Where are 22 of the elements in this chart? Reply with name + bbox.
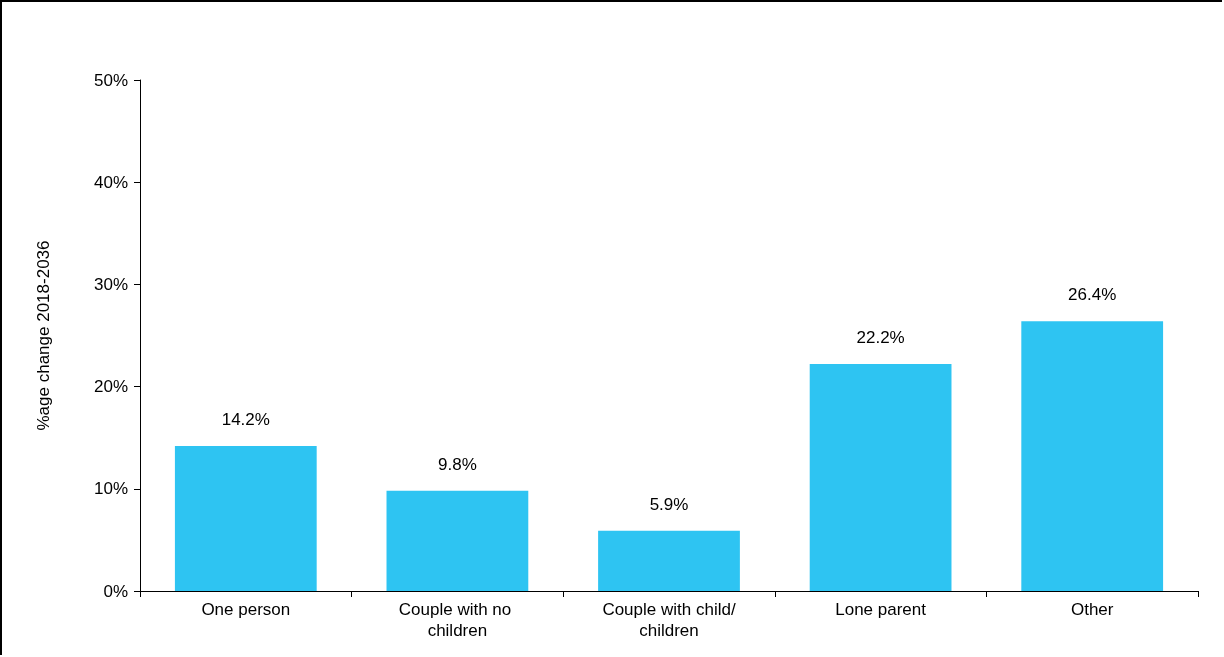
bar bbox=[809, 364, 952, 591]
data-label: 5.9% bbox=[649, 494, 689, 514]
y-tick-label: 0% bbox=[103, 581, 128, 601]
x-tick-label: Couple with no children bbox=[398, 600, 516, 640]
x-tick-label: One person bbox=[201, 600, 291, 619]
y-tick-label: 50% bbox=[93, 70, 128, 90]
y-tick-label: 30% bbox=[93, 274, 128, 294]
bar bbox=[598, 530, 740, 591]
y-tick-label: 40% bbox=[93, 172, 128, 192]
data-label: 14.2% bbox=[221, 409, 270, 429]
y-axis-title: %age change 2018-2036 bbox=[34, 240, 53, 431]
data-label: 9.8% bbox=[438, 454, 477, 474]
bar bbox=[174, 445, 317, 591]
x-tick-label: Lone parent bbox=[835, 600, 927, 619]
bar bbox=[386, 490, 529, 591]
data-label: 22.2% bbox=[856, 328, 905, 348]
y-tick-label: 10% bbox=[93, 479, 128, 499]
x-tick-label: Other bbox=[1070, 600, 1114, 619]
bar bbox=[1021, 321, 1164, 591]
data-label: 26.4% bbox=[1068, 285, 1117, 305]
x-tick-label: Couple with child/children bbox=[602, 600, 736, 640]
y-tick-label: 20% bbox=[93, 377, 128, 397]
